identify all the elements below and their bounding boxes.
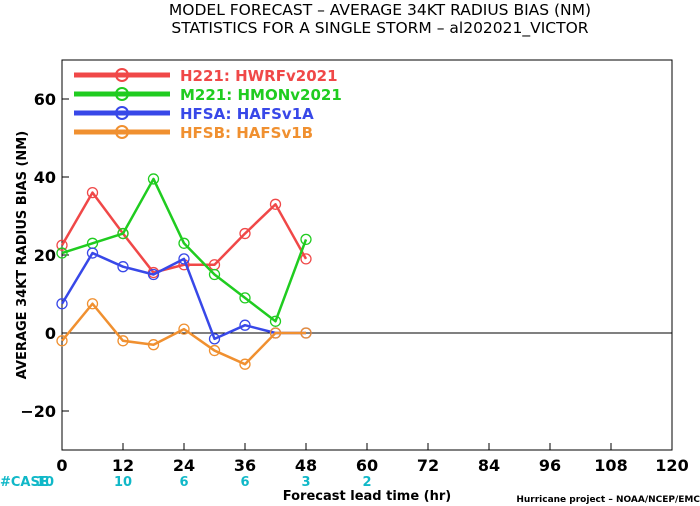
data-point [86, 298, 99, 310]
case-count: 10 [36, 475, 54, 490]
case-counts: 10 10 6 6 3 2 [36, 475, 372, 490]
legend-item: HFSB: HAFSv1B [74, 124, 313, 142]
data-point [56, 239, 68, 251]
data-point [178, 237, 190, 249]
data-point [300, 233, 312, 246]
data-point [147, 339, 160, 351]
case-count: 6 [240, 475, 249, 490]
series-line [61, 177, 308, 323]
data-point [117, 335, 129, 347]
data-point [239, 319, 251, 331]
data-point [300, 253, 312, 265]
data-point [117, 227, 129, 240]
legend-marker [115, 68, 129, 82]
chart-subtitle: STATISTICS FOR A SINGLE STORM – al202021… [171, 19, 588, 38]
y-tick-label: 0 [45, 324, 56, 343]
case-count: 10 [114, 475, 132, 490]
x-axis-ticks: 0 12 24 36 48 60 72 84 96 108 120 [56, 443, 689, 475]
series-1 [56, 173, 312, 327]
case-count: 6 [179, 475, 188, 490]
legend-label: H221: HWRFv2021 [180, 67, 338, 85]
data-point [86, 247, 99, 259]
legend-label: M221: HMONv2021 [180, 86, 342, 104]
x-tick-label: 120 [655, 456, 688, 475]
data-point [239, 358, 251, 370]
case-count: 3 [301, 475, 310, 490]
legend-marker [115, 106, 129, 120]
data-point [239, 292, 251, 304]
data-point [117, 261, 129, 273]
data-point [147, 173, 160, 185]
data-point [208, 268, 221, 281]
data-point [208, 344, 221, 357]
y-tick-label: 20 [34, 246, 56, 265]
case-count: 2 [362, 475, 371, 490]
data-point [56, 298, 68, 310]
chart-title: MODEL FORECAST – AVERAGE 34KT RADIUS BIA… [169, 1, 591, 19]
y-tick-label: 40 [34, 168, 56, 187]
data-point [86, 186, 99, 199]
credit-text: Hurricane project – NOAA/NCEP/EMC [516, 495, 700, 505]
x-tick-label: 12 [112, 456, 134, 475]
x-tick-label: 108 [594, 456, 627, 475]
data-point [239, 227, 251, 240]
legend-item: HFSA: HAFSv1A [74, 105, 314, 123]
legend-label: HFSA: HAFSv1A [180, 105, 314, 123]
data-point [208, 333, 221, 345]
data-point [269, 315, 282, 327]
series-layer [56, 173, 312, 370]
x-tick-label: 0 [56, 456, 67, 475]
y-tick-label: −20 [20, 402, 56, 421]
series-3 [56, 298, 312, 370]
x-tick-label: 48 [295, 456, 317, 475]
plot-frame [61, 59, 673, 451]
legend-marker [115, 125, 129, 139]
x-tick-label: 72 [417, 456, 439, 475]
data-point [56, 335, 68, 347]
data-point [300, 327, 312, 339]
data-point [56, 247, 68, 259]
y-tick-label: 60 [34, 90, 56, 109]
legend-label: HFSB: HAFSv1B [180, 124, 313, 142]
case-label: #CASE [0, 475, 49, 490]
legend-item: H221: HWRFv2021 [74, 67, 338, 85]
data-point [269, 327, 282, 339]
x-tick-label: 96 [539, 456, 561, 475]
x-tick-label: 60 [356, 456, 378, 475]
x-tick-label: 36 [234, 456, 256, 475]
legend-item: M221: HMONv2021 [74, 86, 342, 104]
x-tick-label: 84 [478, 456, 500, 475]
data-point [178, 253, 190, 265]
series-line [60, 251, 306, 341]
series-line [60, 191, 308, 274]
data-point [178, 323, 190, 335]
legend-marker [115, 87, 129, 101]
series-line [61, 302, 306, 366]
data-point [269, 198, 282, 210]
y-axis-label: AVERAGE 34KT RADIUS BIAS (NM) [15, 131, 30, 379]
data-point [147, 268, 160, 281]
x-tick-label: 24 [173, 456, 195, 475]
y-axis-ticks: −20 0 20 40 60 [20, 90, 69, 421]
x-axis-label: Forecast lead time (hr) [283, 489, 451, 504]
